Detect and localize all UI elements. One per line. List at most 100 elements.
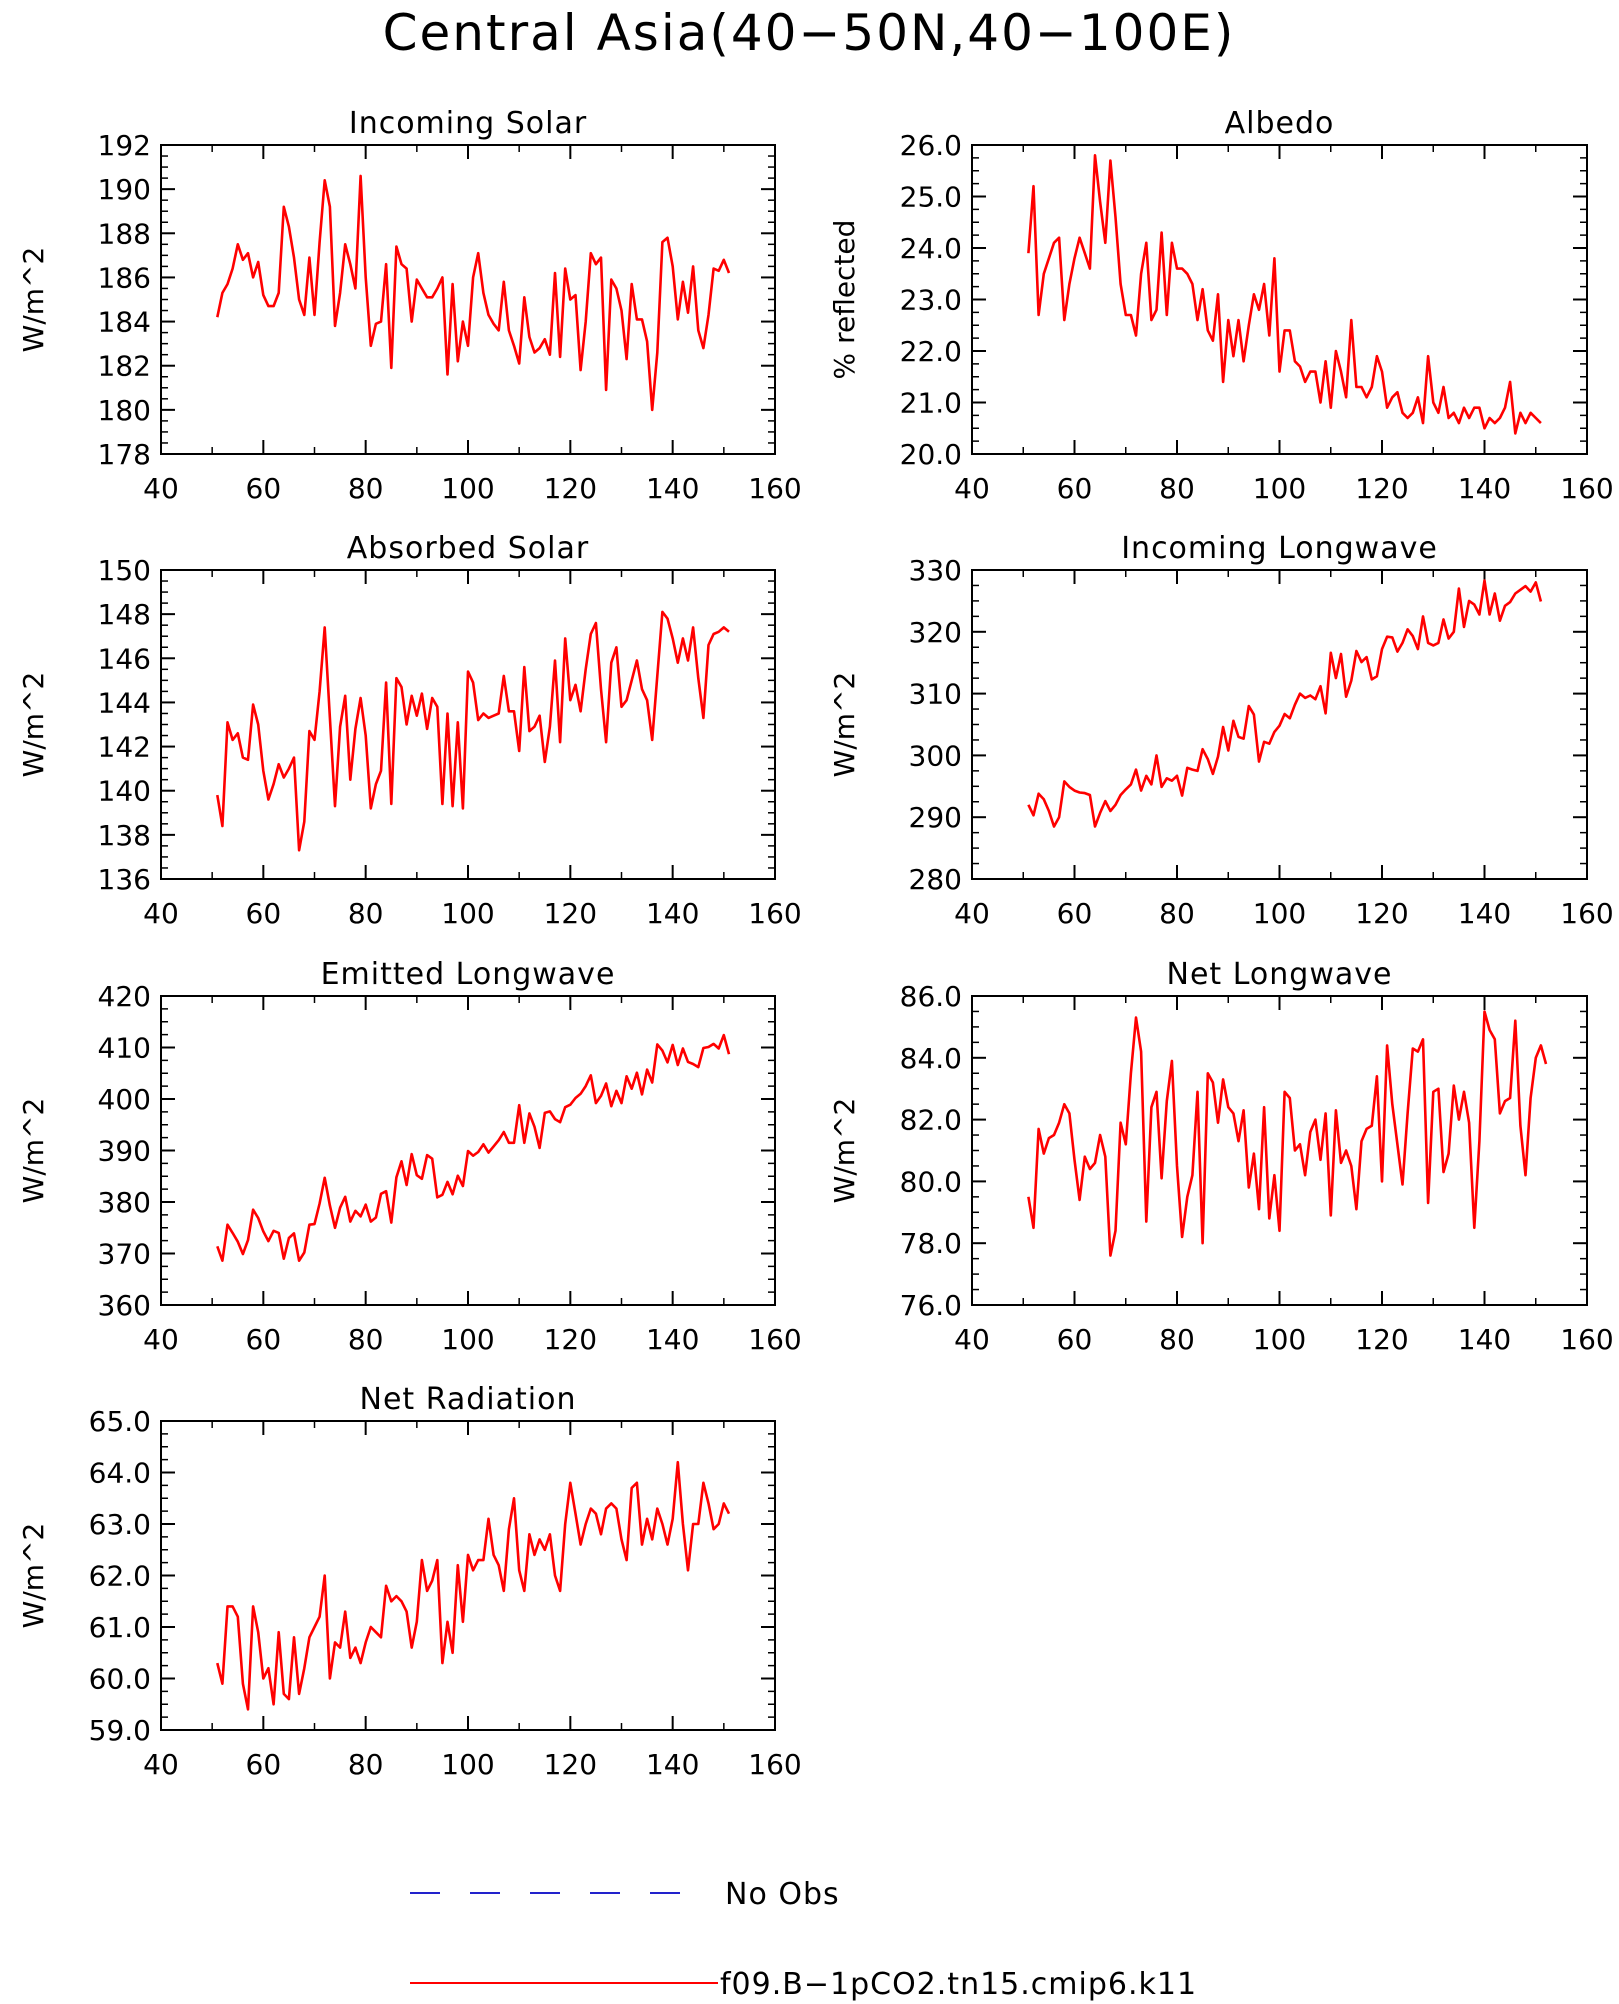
y-tick-label: 138: [98, 819, 151, 852]
x-tick-label: 120: [1355, 1323, 1408, 1356]
y-tick-label: 21.0: [900, 387, 962, 420]
plot-frame: [160, 1420, 776, 1731]
y-tick-label: 136: [98, 863, 151, 896]
x-tick-label: 80: [1159, 1323, 1195, 1356]
x-tick-label: 140: [646, 1323, 699, 1356]
y-tick-label: 25.0: [900, 181, 962, 214]
panel-title: Absorbed Solar: [347, 531, 589, 566]
x-tick-label: 60: [1057, 897, 1093, 930]
x-tick-label: 80: [1159, 897, 1195, 930]
y-tick-label: 300: [909, 739, 962, 772]
x-tick-label: 120: [1355, 472, 1408, 505]
x-tick-label: 160: [748, 1323, 801, 1356]
y-tick-label: 60.0: [89, 1663, 151, 1696]
y-tick-label: 186: [98, 261, 151, 294]
series-line: [216, 610, 730, 852]
y-tick-label: 26.0: [900, 129, 962, 162]
x-tick-label: 40: [954, 472, 990, 505]
y-tick-label: 420: [98, 980, 151, 1013]
panel-title: Net Radiation: [360, 1382, 577, 1417]
x-tick-label: 40: [143, 1323, 179, 1356]
y-tick-label: 86.0: [900, 980, 962, 1013]
x-tick-label: 80: [348, 1323, 384, 1356]
y-tick-label: 22.0: [900, 335, 962, 368]
panel-title: Incoming Solar: [349, 106, 587, 141]
y-axis-label: W/m^2: [828, 672, 861, 778]
y-tick-label: 400: [98, 1083, 151, 1116]
x-tick-label: 120: [544, 1748, 597, 1781]
x-tick-label: 60: [246, 472, 282, 505]
legend-obs-label: No Obs: [725, 1877, 840, 1912]
y-tick-label: 82.0: [900, 1104, 962, 1137]
y-tick-label: 370: [98, 1238, 151, 1271]
figure-title: Central Asia(40−50N,40−100E): [383, 4, 1236, 62]
y-tick-label: 280: [909, 863, 962, 896]
panel-title: Emitted Longwave: [321, 957, 616, 992]
series-line: [216, 1033, 731, 1262]
y-tick-label: 192: [98, 129, 151, 162]
y-tick-label: 182: [98, 350, 151, 383]
y-tick-label: 23.0: [900, 284, 962, 317]
y-axis-label: W/m^2: [17, 247, 50, 353]
x-tick-label: 160: [1560, 897, 1613, 930]
x-tick-label: 140: [646, 472, 699, 505]
y-tick-label: 20.0: [900, 438, 962, 471]
panel-4: Emitted Longwave 40 60 80 100 120 140 160 360 370…: [17, 957, 802, 1356]
y-tick-label: 140: [98, 775, 151, 808]
x-tick-label: 100: [441, 1748, 494, 1781]
y-tick-label: 290: [909, 801, 962, 834]
x-tick-label: 80: [348, 897, 384, 930]
y-tick-label: 76.0: [900, 1289, 962, 1322]
y-tick-label: 63.0: [89, 1508, 151, 1541]
y-tick-label: 59.0: [89, 1714, 151, 1747]
panel-1: Albedo 40 60 80 100 120 140 160 20.0 21.0 22.0 23.0…: [828, 106, 1614, 505]
x-tick-label: 100: [1253, 897, 1306, 930]
panel-2: Absorbed Solar 40 60 80 100 120 140 160 136 138 14…: [17, 531, 802, 930]
panel-0: Incoming Solar 40 60 80 100 120 140 160 178 180 18…: [17, 106, 802, 505]
y-axis-label: W/m^2: [17, 1523, 50, 1629]
y-tick-label: 178: [98, 438, 151, 471]
y-tick-label: 330: [909, 554, 962, 587]
x-tick-label: 160: [1560, 472, 1613, 505]
x-tick-label: 140: [1458, 897, 1511, 930]
panel-6: Net Radiation 40 60 80 100 120 140 160 59.0 60.0 6…: [17, 1382, 802, 1781]
y-tick-label: 188: [98, 217, 151, 250]
y-tick-label: 380: [98, 1186, 151, 1219]
y-tick-label: 310: [909, 678, 962, 711]
panel-title: Albedo: [1225, 106, 1335, 141]
x-tick-label: 140: [646, 1748, 699, 1781]
y-axis-label: W/m^2: [17, 1098, 50, 1204]
x-tick-label: 100: [1253, 1323, 1306, 1356]
x-tick-label: 120: [544, 472, 597, 505]
x-tick-label: 60: [1057, 1323, 1093, 1356]
series-line: [1027, 579, 1543, 828]
x-tick-label: 140: [1458, 1323, 1511, 1356]
y-tick-label: 320: [909, 616, 962, 649]
legend: No Obs f09.B−1pCO2.tn15.cmip6.k11: [410, 1877, 1196, 2002]
x-tick-label: 40: [954, 897, 990, 930]
y-tick-label: 184: [98, 306, 151, 339]
y-tick-label: 390: [98, 1135, 151, 1168]
series-line: [1027, 1010, 1548, 1257]
x-tick-label: 120: [544, 897, 597, 930]
y-tick-label: 61.0: [89, 1611, 151, 1644]
x-tick-label: 140: [1458, 472, 1511, 505]
x-tick-label: 80: [1159, 472, 1195, 505]
plot-frame: [160, 144, 776, 455]
y-tick-label: 360: [98, 1289, 151, 1322]
y-tick-label: 144: [98, 686, 151, 719]
x-tick-label: 160: [748, 472, 801, 505]
y-tick-label: 24.0: [900, 232, 962, 265]
y-tick-label: 410: [98, 1032, 151, 1065]
panel-title: Net Longwave: [1167, 957, 1393, 992]
x-tick-label: 80: [348, 1748, 384, 1781]
y-tick-label: 62.0: [89, 1560, 151, 1593]
series-line: [216, 1460, 731, 1711]
y-tick-label: 64.0: [89, 1457, 151, 1490]
y-tick-label: 190: [98, 173, 151, 206]
y-axis-label: W/m^2: [17, 672, 50, 778]
x-tick-label: 160: [1560, 1323, 1613, 1356]
x-tick-label: 60: [246, 1323, 282, 1356]
series-line: [216, 174, 731, 412]
plot-frame: [160, 569, 776, 880]
